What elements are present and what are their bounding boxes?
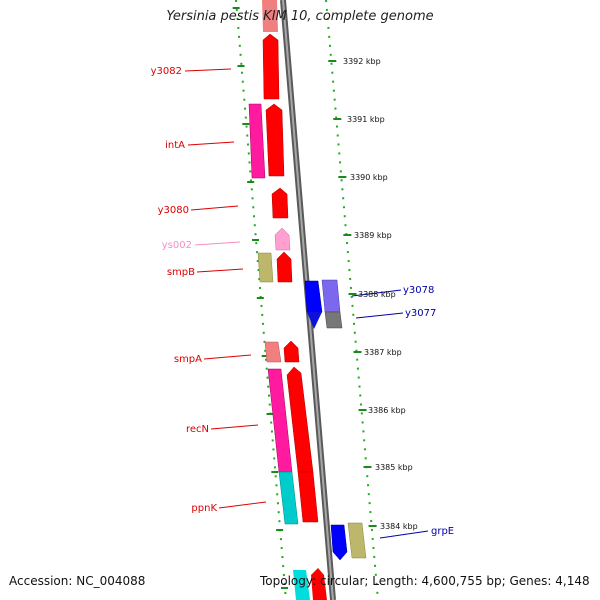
- gene-label-y3078[interactable]: y3078: [403, 285, 434, 296]
- gene-labels-left: y3082 intA y3080 ys002 smpB smpA recN pp…: [151, 66, 218, 514]
- reverse-strand-genes: [304, 279, 367, 561]
- gene-label-ys002[interactable]: ys002: [162, 240, 192, 251]
- left-leader-lines: [184, 68, 267, 509]
- gene-label-y3082[interactable]: y3082: [151, 66, 182, 77]
- kbp-label: 3387 kbp: [364, 348, 402, 357]
- gene-ppnK-cyan[interactable]: [278, 471, 299, 525]
- gene-y3077-slate[interactable]: [321, 279, 341, 313]
- gene-y3078-split[interactable]: [307, 312, 322, 329]
- gene-grpE-blue[interactable]: [330, 524, 348, 561]
- gene-intA-red[interactable]: [265, 103, 285, 177]
- forward-strand-genes: [248, 0, 327, 600]
- gene-bottom-cyan[interactable]: [293, 570, 310, 600]
- right-leader-lines: [351, 289, 429, 539]
- gene-block-top[interactable]: [262, 0, 278, 32]
- track-outline-left: [235, 0, 287, 600]
- track-outline-right: [325, 0, 379, 600]
- gene-label-smpA[interactable]: smpA: [174, 354, 202, 365]
- gene-label-grpE[interactable]: grpE: [431, 526, 454, 537]
- kbp-scale-labels: 3392 kbp 3391 kbp 3390 kbp 3389 kbp 3388…: [343, 57, 418, 531]
- gene-intA-pink[interactable]: [248, 103, 266, 179]
- gene-recN-red[interactable]: [286, 366, 314, 473]
- gene-label-y3080[interactable]: y3080: [158, 205, 189, 216]
- gene-smpA-red[interactable]: [283, 340, 300, 363]
- gene-smpA-lightred[interactable]: [264, 341, 282, 363]
- topology-label: Topology: circular; Length: 4,600,755 bp…: [260, 574, 590, 588]
- kbp-label: 3391 kbp: [347, 115, 385, 124]
- gene-label-smpB[interactable]: smpB: [167, 267, 195, 278]
- gene-bottom-red[interactable]: [311, 568, 327, 600]
- gene-smpB-khaki[interactable]: [257, 252, 274, 283]
- kbp-label: 3385 kbp: [375, 463, 413, 472]
- gene-ys002[interactable]: [274, 227, 291, 251]
- kbp-label: 3390 kbp: [350, 173, 388, 182]
- gene-y3082[interactable]: [262, 33, 280, 100]
- scale-tick-marks: [232, 7, 377, 589]
- kbp-label: 3389 kbp: [354, 231, 392, 240]
- gene-label-y3077[interactable]: y3077: [405, 308, 436, 319]
- gene-ppnK-red[interactable]: [297, 471, 319, 523]
- accession-label: Accession: NC_004088: [9, 574, 146, 588]
- gene-label-recN[interactable]: recN: [186, 424, 209, 435]
- gene-label-intA[interactable]: intA: [165, 140, 185, 151]
- gene-grpE-khaki[interactable]: [347, 522, 367, 559]
- gene-label-ppnK[interactable]: ppnK: [191, 503, 217, 514]
- gene-labels-right: y3078 y3077 grpE: [403, 285, 454, 537]
- gene-y3077-gray[interactable]: [324, 311, 343, 329]
- kbp-label: 3384 kbp: [380, 522, 418, 531]
- gene-y3080[interactable]: [271, 187, 289, 219]
- kbp-label: 3388 kbp: [358, 290, 396, 299]
- gene-smpB-red[interactable]: [276, 251, 293, 283]
- kbp-label: 3386 kbp: [368, 406, 406, 415]
- map-title: Yersinia pestis KIM 10, complete genome: [166, 9, 434, 24]
- kbp-label: 3392 kbp: [343, 57, 381, 66]
